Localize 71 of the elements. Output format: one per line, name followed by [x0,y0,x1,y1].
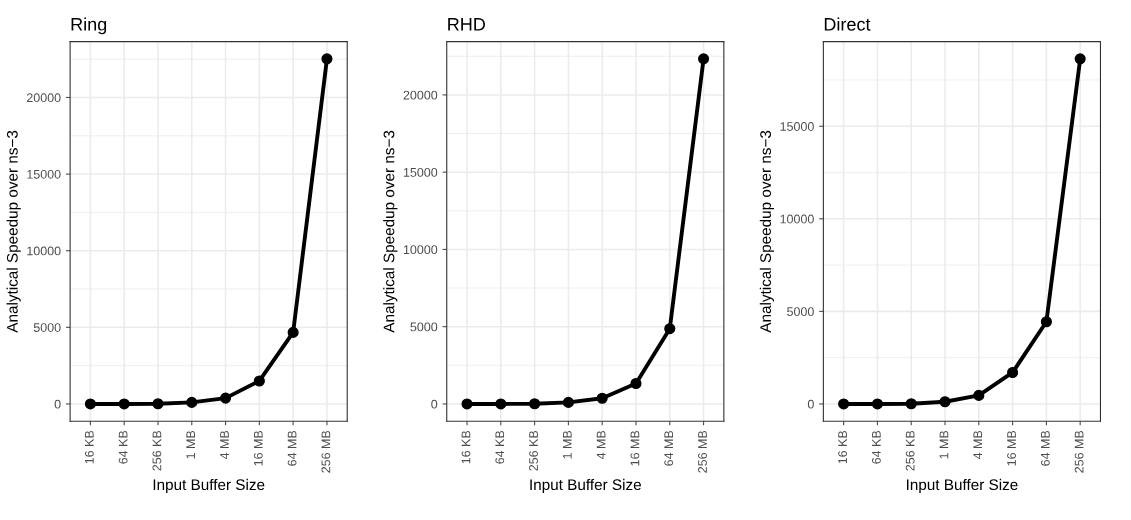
x-axis-title: Input Buffer Size [906,478,1018,494]
x-tick-label: 16 MB [630,430,640,466]
chart-title: RHD [448,18,485,31]
y-tick-label: 15000 [27,169,61,179]
point [1040,316,1052,328]
y-tick-label: 15000 [780,122,814,131]
y-tick-label: 5000 [33,323,61,332]
point [84,398,96,410]
x-tick-label: 256 KB [529,430,538,471]
point [529,398,541,410]
point [838,398,850,410]
y-tick-label: 0 [54,399,61,409]
y-tick-label: 20000 [403,90,438,100]
x-tick-label: 1 MB [186,430,196,459]
x-tick-label: 1 MB [939,430,949,459]
x-tick-label: 4 MB [220,430,229,460]
point [698,53,710,65]
x-tick-label: 4 MB [596,430,606,460]
y-tick-label: 5000 [787,307,814,317]
y-tick-label: 10000 [780,214,814,224]
x-tick-label: 64 KB [118,430,128,464]
point [664,323,676,335]
point [1074,53,1086,65]
x-tick-label: 256 MB [698,430,707,473]
chart-title: Direct [824,17,871,31]
x-tick-label: 64 MB [664,430,674,466]
point [321,53,333,65]
x-tick-label: 256 KB [905,430,915,471]
point [220,392,232,404]
x-tick-label: 256 KB [152,430,162,471]
y-axis-title: Analytical Speedup over ns−3 [759,130,775,333]
x-tick-label: 16 KB [461,430,471,464]
point [186,396,198,408]
x-tick-label: 16 MB [253,430,263,466]
point [152,398,164,410]
x-tick-label: 4 MB [973,430,983,460]
x-tick-label: 64 MB [1040,430,1050,466]
point [495,398,507,410]
point [287,326,299,338]
point [630,377,642,390]
y-tick-label: 0 [807,399,814,409]
point [905,398,917,410]
x-tick-label: 64 MB [287,430,297,466]
point [1007,366,1019,379]
y-tick-label: 15000 [403,167,438,177]
chart-title: Ring [71,17,107,35]
x-tick-label: 1 MB [563,430,572,459]
x-tick-label: 256 MB [1074,430,1084,473]
x-axis-title: Input Buffer Size [153,478,265,494]
y-tick-label: 10000 [403,245,438,255]
point [973,389,985,401]
y-axis-title: Analytical Speedup over ns−3 [6,130,21,333]
y-axis-title: Analytical Speedup over ns−3 [383,130,398,333]
point [596,392,608,404]
x-tick-label: 16 MB [1007,430,1016,466]
x-tick-label: 64 KB [495,430,505,464]
y-tick-label: 5000 [410,322,438,332]
x-axis-title: Input Buffer Size [530,478,641,494]
y-tick-label: 20000 [26,93,61,103]
x-tick-label: 16 KB [838,430,847,464]
point [562,396,574,408]
point [871,398,883,410]
y-tick-label: 10000 [27,246,61,256]
y-tick-label: 0 [431,399,438,409]
point [253,375,265,387]
x-tick-label: 256 MB [321,430,331,473]
x-tick-label: 16 KB [84,430,94,464]
point [939,396,951,408]
x-tick-label: 64 KB [871,430,881,464]
point [118,398,130,410]
point [461,398,473,410]
